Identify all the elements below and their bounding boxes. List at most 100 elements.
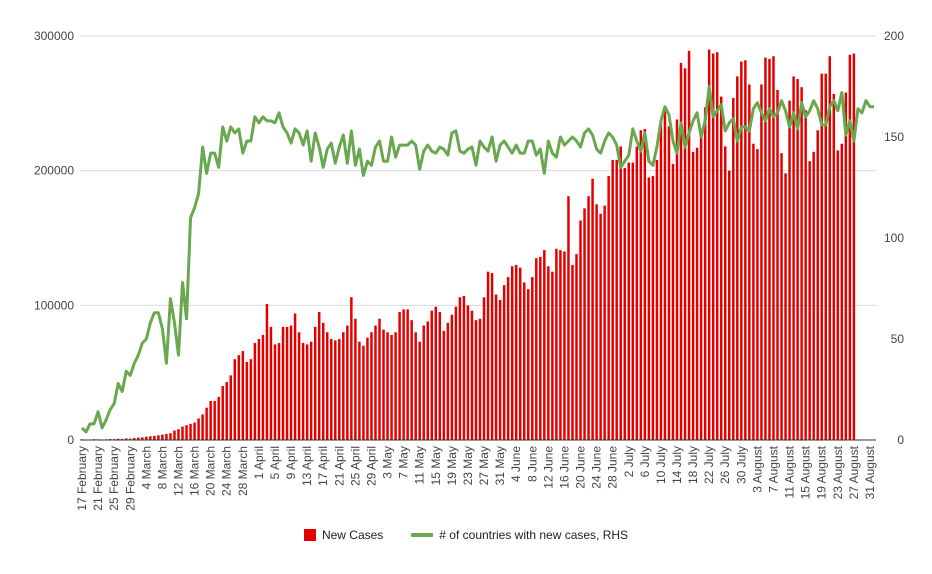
bar-78 (394, 332, 397, 440)
bar-14 (137, 437, 140, 440)
bar-20 (161, 434, 164, 440)
bar-29 (197, 418, 200, 440)
bar-40 (241, 351, 245, 440)
bar-43 (253, 343, 257, 440)
x-tick-34: 2 July (622, 446, 636, 477)
x-tick-42: 3 August (750, 445, 764, 492)
bar-102 (490, 273, 494, 440)
bar-26 (185, 425, 188, 440)
x-tick-49: 31 August (863, 445, 877, 499)
x-tick-38: 18 July (686, 446, 700, 484)
bar-74 (378, 318, 381, 440)
bar-15 (141, 437, 144, 440)
bar-181 (808, 161, 811, 441)
bar-87 (430, 310, 434, 440)
legend-label-new-cases: New Cases (321, 528, 384, 542)
bar-25 (181, 426, 184, 440)
bar-180 (804, 110, 807, 440)
bar-188 (836, 150, 840, 440)
bar-24 (177, 429, 180, 440)
legend: New Cases # of countries with new cases,… (0, 528, 932, 542)
bar-99 (478, 318, 482, 440)
bar-158 (715, 52, 719, 440)
bar-22 (169, 433, 172, 440)
bar-100 (482, 297, 486, 440)
bar-164 (740, 61, 743, 441)
x-tick-29: 12 June (541, 446, 555, 489)
bar-95 (462, 295, 466, 440)
bar-44 (257, 339, 261, 440)
countries-line (80, 85, 874, 434)
bar-187 (832, 93, 836, 440)
bar-86 (426, 321, 429, 440)
bar-166 (748, 84, 751, 440)
bar-156 (707, 49, 711, 440)
bar-130 (603, 205, 606, 440)
bar-106 (506, 277, 510, 440)
x-tick-24: 23 May (461, 446, 475, 485)
bar-93 (454, 306, 458, 440)
bar-90 (442, 330, 446, 440)
bar-41 (245, 361, 249, 440)
bar-27 (189, 423, 192, 440)
bar-61 (326, 332, 329, 440)
bar-176 (788, 100, 791, 440)
bar-123 (575, 254, 578, 440)
bar-101 (486, 271, 490, 440)
grid-lines (80, 35, 876, 306)
x-tick-45: 15 August (799, 445, 813, 499)
bar-9 (116, 438, 120, 440)
bar-57 (309, 341, 313, 440)
bar-128 (595, 204, 598, 440)
y-right-tick-3: 150 (884, 130, 904, 144)
x-tick-19: 3 May (381, 446, 395, 479)
x-tick-11: 1 April (252, 446, 266, 479)
bar-117 (551, 271, 554, 440)
y-left-tick-2: 200000 (34, 164, 74, 178)
bar-70 (362, 345, 365, 440)
x-tick-2: 25 February (107, 446, 121, 511)
x-tick-27: 4 June (509, 446, 523, 482)
bar-85 (422, 325, 425, 440)
bar-32 (209, 400, 212, 440)
bar-120 (563, 251, 566, 440)
bar-42 (249, 359, 253, 440)
bar-46 (265, 303, 269, 440)
bar-69 (358, 341, 361, 440)
bar-51 (285, 326, 289, 440)
x-tick-39: 22 July (702, 446, 716, 484)
x-tick-43: 7 August (766, 445, 780, 492)
bar-91 (446, 322, 450, 440)
bar-152 (691, 151, 695, 440)
bar-113 (535, 258, 538, 440)
bar-174 (780, 153, 783, 440)
countries-swatch (411, 533, 434, 537)
bar-186 (828, 56, 832, 440)
new-cases-swatch (303, 529, 316, 541)
bar-45 (261, 334, 265, 440)
y-left-tick-1: 100000 (34, 298, 74, 312)
x-tick-15: 17 April (316, 446, 330, 486)
y-axis-left-labels: 0 100000 200000 300000 (34, 29, 74, 447)
x-tick-7: 16 March (188, 446, 202, 496)
bar-49 (277, 343, 281, 440)
bar-68 (354, 318, 357, 440)
bar-71 (366, 337, 369, 440)
bar-190 (844, 92, 848, 440)
bar-182 (812, 151, 815, 440)
x-tick-33: 28 June (606, 446, 620, 489)
bar-105 (502, 285, 506, 440)
bar-33 (213, 400, 216, 440)
bar-139 (639, 130, 643, 440)
x-tick-36: 10 July (654, 446, 668, 484)
bar-160 (724, 146, 727, 440)
bar-147 (671, 163, 675, 440)
bar-148 (675, 119, 679, 441)
new-cases-bars (80, 49, 856, 441)
x-tick-4: 4 March (139, 446, 153, 489)
bar-179 (800, 87, 803, 441)
bar-52 (289, 325, 293, 440)
bar-89 (438, 312, 442, 440)
bar-172 (772, 56, 775, 440)
bar-50 (281, 326, 285, 440)
